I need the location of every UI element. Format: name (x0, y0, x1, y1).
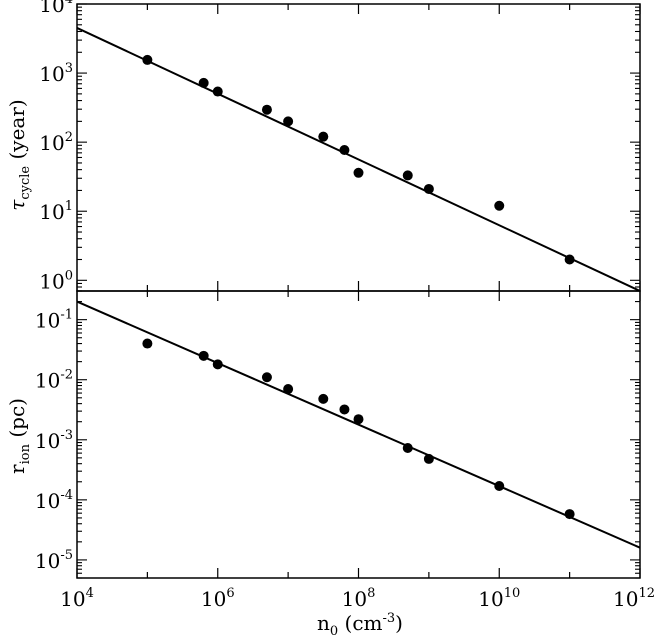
data-point (318, 131, 329, 142)
data-point (339, 144, 350, 155)
fit-line-bottom (76, 300, 641, 549)
x-tick-label: 104 (60, 586, 94, 611)
y-tick-label: 103 (39, 61, 73, 86)
data-point (198, 350, 209, 361)
plot-frame-top (76, 3, 641, 292)
y-tick-label: 104 (39, 0, 73, 17)
data-point (564, 509, 575, 520)
x-tick-label: 108 (342, 586, 376, 611)
data-point (564, 254, 575, 265)
data-point (142, 338, 153, 349)
x-axis-label: n0 (cm-3) (317, 611, 403, 636)
data-point (261, 104, 272, 115)
y-tick-label: 10-5 (35, 548, 73, 573)
y-tick-label: 10-4 (35, 488, 73, 513)
data-point (423, 183, 434, 194)
data-point (494, 481, 505, 492)
x-tick-label: 1012 (613, 586, 655, 611)
data-point (142, 54, 153, 65)
y-tick-label: 10-1 (35, 308, 73, 333)
data-point (402, 442, 413, 453)
data-point (212, 86, 223, 97)
data-point (353, 414, 364, 425)
y-tick-label: 10-2 (35, 368, 73, 393)
panel-cycle-time: 100 101 102 103 104 τcycle (year) (5, 0, 641, 293)
x-tick-label: 1010 (478, 586, 520, 611)
y-tick-label: 101 (39, 199, 73, 224)
panel-ionization-radius: 10-5 10-4 10-3 10-2 10-1 104 106 108 1010 1012 r… (5, 290, 655, 636)
data-point (283, 116, 294, 127)
fit-line-top (76, 27, 641, 292)
data-point (494, 200, 505, 211)
x-tick-label: 106 (201, 586, 235, 611)
data-point (353, 167, 364, 178)
plot-frame-bottom (76, 290, 641, 579)
y-axis-label-bottom: rion (pc) (5, 398, 33, 474)
data-point (283, 384, 294, 395)
data-point (402, 170, 413, 181)
y-axis-label-top: τcycle (year) (5, 99, 33, 210)
data-point (212, 359, 223, 370)
y-tick-label: 102 (39, 130, 73, 155)
data-point (423, 453, 434, 464)
data-point (339, 404, 350, 415)
y-tick-label: 10-3 (35, 428, 73, 453)
y-tick-label: 100 (39, 268, 73, 293)
data-point (198, 77, 209, 88)
data-point (318, 393, 329, 404)
data-point (261, 372, 272, 383)
